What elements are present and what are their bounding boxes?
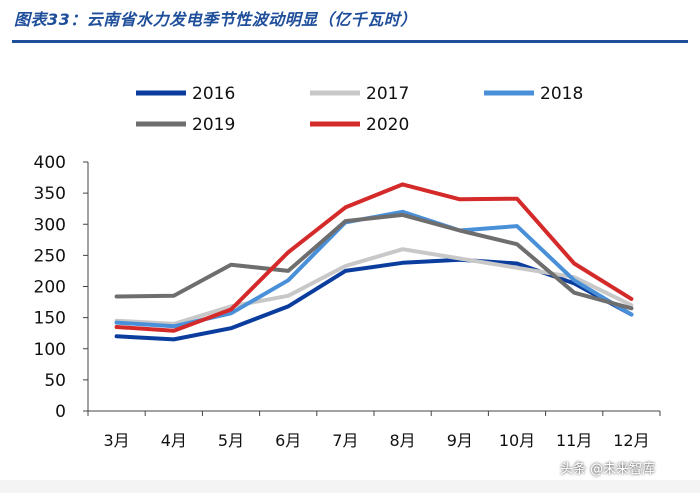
legend: 2016 2017 2018 2019 2020 bbox=[136, 84, 583, 135]
x-tick-label: 5月 bbox=[218, 431, 244, 450]
x-tick-label: 8月 bbox=[390, 431, 416, 450]
watermark: 头条 @未来智库 bbox=[560, 462, 656, 477]
y-tick-label: 50 bbox=[44, 371, 66, 391]
axes: 0 50 100 150 200 250 300 350 400 3月 4月 5月 6月 7月 8月 9月 10… bbox=[34, 153, 661, 450]
legend-label-2019: 2019 bbox=[192, 115, 235, 135]
series-line-2016 bbox=[114, 257, 634, 342]
y-tick-label: 200 bbox=[34, 278, 66, 298]
x-tick-label: 6月 bbox=[275, 431, 301, 450]
series-line-2020 bbox=[114, 182, 634, 333]
x-tick-label: 3月 bbox=[104, 431, 130, 450]
chart-title: 图表33：云南省水力发电季节性波动明显（亿千瓦时） bbox=[14, 10, 417, 29]
x-tick-label: 7月 bbox=[332, 431, 358, 450]
series-line-2017 bbox=[114, 247, 634, 326]
y-tick-label: 0 bbox=[55, 402, 66, 422]
y-tick-label: 300 bbox=[34, 215, 66, 235]
y-tick-label: 100 bbox=[34, 340, 66, 360]
x-tick-label: 11月 bbox=[556, 431, 592, 450]
x-tick-label: 4月 bbox=[161, 431, 187, 450]
y-tick-label: 350 bbox=[34, 184, 66, 204]
footer-strip bbox=[0, 480, 700, 493]
series-line-2018 bbox=[114, 209, 634, 329]
x-tick-label: 10月 bbox=[499, 431, 535, 450]
legend-label-2017: 2017 bbox=[366, 84, 409, 104]
title-underline bbox=[12, 40, 688, 43]
legend-label-2016: 2016 bbox=[192, 84, 235, 104]
legend-label-2020: 2020 bbox=[366, 115, 409, 135]
legend-label-2018: 2018 bbox=[540, 84, 583, 104]
series-group bbox=[114, 182, 634, 342]
line-chart: 2016 2017 2018 2019 2020 0 50 100 150 200 250 300 3… bbox=[34, 84, 661, 450]
y-tick-label: 400 bbox=[34, 153, 66, 173]
x-tick-label: 9月 bbox=[447, 431, 473, 450]
series-line-2019 bbox=[114, 212, 634, 311]
y-tick-label: 150 bbox=[34, 309, 66, 329]
y-tick-label: 250 bbox=[34, 246, 66, 266]
x-tick-label: 12月 bbox=[613, 431, 649, 450]
